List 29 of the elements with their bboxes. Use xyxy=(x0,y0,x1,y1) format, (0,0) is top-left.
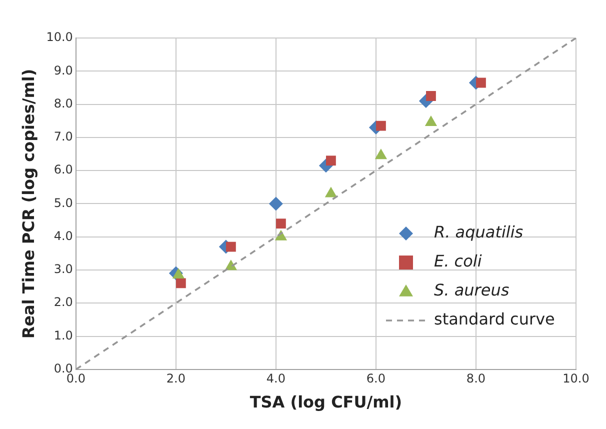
y-tick-label: 10.0 xyxy=(46,30,73,44)
point xyxy=(376,120,386,131)
y-tick-label: 7.0 xyxy=(54,130,73,144)
y-tick-label: 8.0 xyxy=(54,96,73,110)
y-tick-label: 3.0 xyxy=(54,262,73,276)
y-tick-label: 9.0 xyxy=(54,63,73,78)
point xyxy=(476,78,486,88)
legend-label: standard curve xyxy=(434,310,555,329)
y-tick-label: 4.0 xyxy=(54,228,73,243)
y-tick-label: 5.0 xyxy=(54,196,73,210)
x-tick-label: 4.0 xyxy=(266,372,286,386)
point xyxy=(268,196,283,211)
y-tick-label: 6.0 xyxy=(54,162,73,177)
point xyxy=(176,278,186,288)
x-tick-label: 10.0 xyxy=(562,372,590,386)
y-tick-label: 2.0 xyxy=(54,295,73,310)
x-axis-title: TSA (log CFU/ml) xyxy=(250,392,402,412)
legend-label: R. aquatilis xyxy=(434,222,524,242)
point xyxy=(424,116,438,126)
y-axis-title: Real Time PCR (log copies/ml) xyxy=(18,68,38,339)
point xyxy=(276,218,286,229)
point xyxy=(226,242,236,252)
y-tick-label: 1.0 xyxy=(54,328,73,342)
x-tick-label: 2.0 xyxy=(166,372,186,386)
x-tick-label: 8.0 xyxy=(466,372,486,386)
legend-label: S. aureus xyxy=(434,280,510,300)
x-tick-label: 6.0 xyxy=(366,372,386,386)
legend-label: E. coli xyxy=(434,252,482,271)
x-tick-label: 0.0 xyxy=(66,372,86,386)
